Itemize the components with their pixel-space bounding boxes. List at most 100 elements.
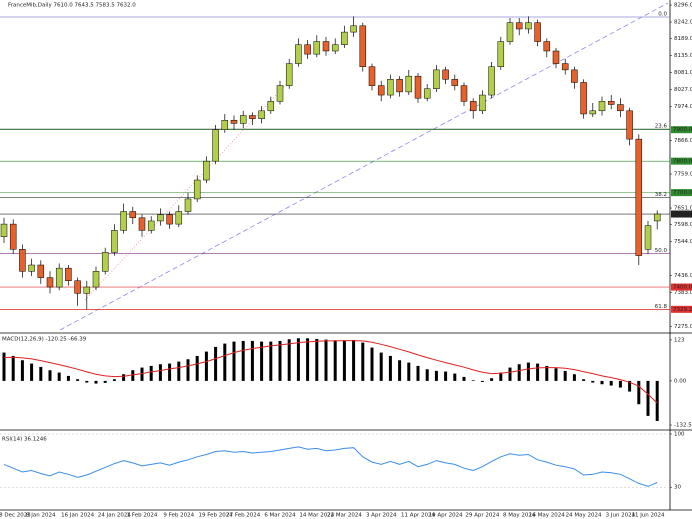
candle-body bbox=[19, 249, 26, 272]
macd-bar bbox=[66, 375, 70, 381]
candle-body bbox=[488, 66, 495, 96]
macd-bar bbox=[57, 372, 61, 381]
y-tick-label: 7651.0 bbox=[674, 206, 692, 212]
y-tick-label: 7598.0 bbox=[674, 222, 692, 228]
price-tag bbox=[671, 189, 692, 197]
macd-bar bbox=[158, 364, 162, 381]
x-tick-label: 24 Jan 2024 bbox=[98, 513, 131, 519]
macd-bar bbox=[480, 380, 484, 382]
x-tick-label: 1 Feb 2024 bbox=[127, 513, 158, 519]
candle-body bbox=[37, 264, 45, 278]
candle-body bbox=[534, 22, 541, 42]
signal-line bbox=[3, 340, 658, 404]
fib-label: 50.0 bbox=[655, 248, 668, 254]
candle-body bbox=[396, 79, 403, 93]
candle-body bbox=[589, 110, 597, 115]
candle-body bbox=[147, 220, 155, 231]
candle-body bbox=[598, 101, 606, 112]
candle-body bbox=[138, 217, 146, 231]
macd-bar bbox=[30, 363, 34, 381]
macd-bar bbox=[177, 361, 181, 381]
macd-bar bbox=[655, 380, 659, 421]
macd-bar bbox=[39, 366, 43, 381]
macd-bar bbox=[315, 338, 319, 381]
macd-bar bbox=[517, 364, 521, 381]
candle-body bbox=[166, 214, 173, 225]
macd-bar bbox=[20, 360, 24, 381]
macd-bar bbox=[103, 380, 107, 383]
fib-label: 38.2 bbox=[655, 192, 667, 198]
y-tick-label: 7436.0 bbox=[674, 273, 692, 279]
x-tick-label: 8 May 2024 bbox=[503, 513, 536, 519]
candle-body bbox=[377, 85, 385, 96]
price-tag bbox=[671, 126, 692, 134]
candle-body bbox=[414, 75, 422, 99]
macd-bar bbox=[434, 370, 438, 381]
macd-bar bbox=[462, 376, 466, 381]
candle-body bbox=[55, 267, 63, 288]
y-tick-label: 8081.0 bbox=[674, 70, 692, 76]
fib-label: 23.6 bbox=[655, 124, 668, 130]
macd-bar bbox=[370, 347, 374, 381]
candle-body bbox=[423, 88, 431, 99]
candle-body bbox=[0, 223, 8, 237]
macd-bar bbox=[444, 371, 448, 381]
candle-body bbox=[479, 94, 486, 112]
candle-body bbox=[571, 69, 578, 83]
macd-bar bbox=[168, 363, 172, 381]
panel-title: MACD(12,26,9) -120.25 -66.39 bbox=[2, 337, 87, 343]
trend-line bbox=[84, 79, 291, 301]
macd-bar bbox=[508, 367, 512, 381]
price-tag bbox=[671, 305, 692, 313]
x-tick-label: 6 Mar 2024 bbox=[264, 513, 296, 519]
candle-body bbox=[350, 25, 357, 33]
y-tick-label: 7974.0 bbox=[674, 104, 692, 110]
x-tick-label: 27 Feb 2024 bbox=[226, 513, 261, 519]
candle-body bbox=[313, 41, 321, 55]
trend-line bbox=[59, 2, 669, 331]
candle-body bbox=[460, 85, 468, 102]
macd-bar bbox=[379, 352, 383, 381]
candle-body bbox=[9, 223, 17, 250]
macd-bar bbox=[637, 380, 641, 405]
y-tick-label: 123 bbox=[674, 337, 685, 343]
x-tick-label: 24 May 2024 bbox=[566, 513, 602, 519]
candle-body bbox=[120, 211, 127, 231]
y-tick-label: 7383.0 bbox=[674, 290, 692, 296]
candle-body bbox=[644, 225, 652, 250]
candle-body bbox=[497, 41, 505, 67]
candle-body bbox=[341, 31, 348, 45]
y-tick-label: 0.00 bbox=[674, 378, 687, 384]
y-tick-label: 7759.0 bbox=[674, 172, 692, 178]
macd-bar bbox=[333, 340, 337, 381]
candle-body bbox=[322, 41, 330, 52]
x-tick-label: 3 Apr 2024 bbox=[366, 513, 397, 519]
candle-body bbox=[552, 50, 560, 64]
macd-bar bbox=[471, 380, 475, 381]
macd-bar bbox=[591, 380, 595, 383]
macd-bar bbox=[195, 355, 199, 381]
macd-bar bbox=[352, 339, 356, 381]
macd-bar bbox=[545, 365, 549, 381]
candle-body bbox=[230, 119, 238, 124]
y-tick-label: 8242.0 bbox=[674, 20, 692, 26]
candle-body bbox=[626, 110, 633, 140]
candle-body bbox=[193, 179, 201, 200]
macd-bar bbox=[609, 380, 613, 386]
candle-body bbox=[580, 82, 587, 115]
macd-bar bbox=[554, 368, 558, 381]
candle-body bbox=[184, 198, 192, 212]
candle-body bbox=[249, 115, 256, 119]
candle-body bbox=[295, 44, 302, 64]
macd-bar bbox=[388, 355, 392, 381]
macd-bar bbox=[490, 378, 494, 381]
macd-bar bbox=[536, 363, 540, 381]
price-tag-label: 7329.2 bbox=[673, 307, 692, 313]
macd-bar bbox=[186, 359, 190, 381]
macd-bar bbox=[2, 352, 6, 381]
price-tag-label: 7900.0 bbox=[673, 127, 692, 133]
candle-body bbox=[653, 213, 661, 222]
macd-bar bbox=[600, 380, 604, 385]
macd-bar bbox=[241, 340, 245, 381]
x-tick-label: 16 Jan 2024 bbox=[61, 513, 94, 519]
